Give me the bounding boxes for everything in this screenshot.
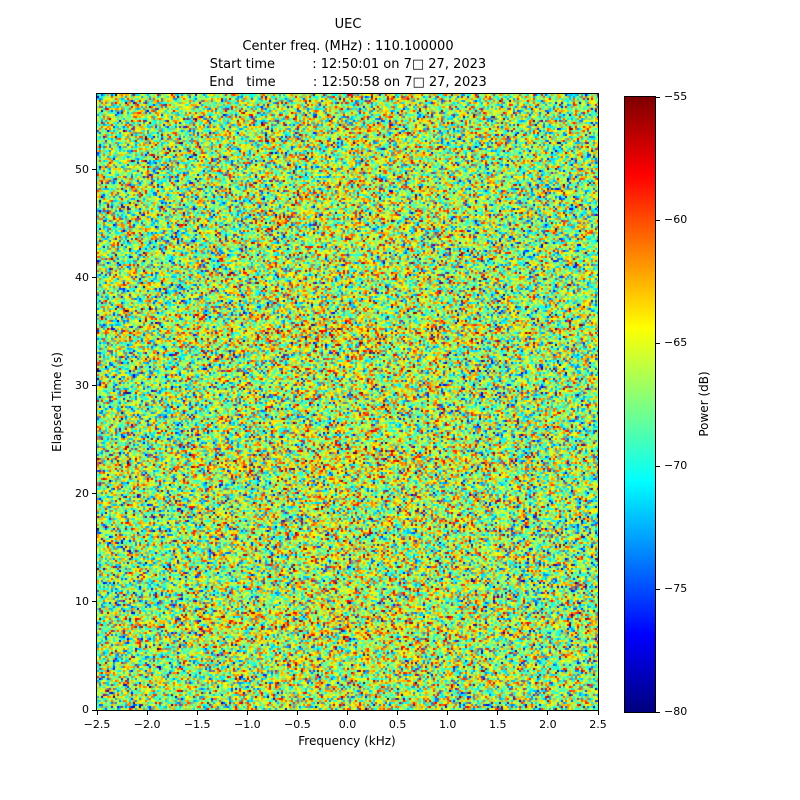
y-tick-label: 0 <box>82 703 89 716</box>
y-tick-label: 50 <box>75 162 89 176</box>
x-tick-label: 1.0 <box>438 718 457 731</box>
x-tick-mark <box>146 711 148 715</box>
y-tick-mark <box>92 601 96 603</box>
y-tick-label: 30 <box>75 378 89 392</box>
colorbar-tick-mark <box>656 588 660 590</box>
x-tick-label: 0.0 <box>338 718 357 731</box>
x-tick-mark <box>246 711 248 715</box>
y-axis-label: Elapsed Time (s) <box>50 352 64 452</box>
y-tick-mark <box>92 709 96 711</box>
x-tick-mark <box>296 711 298 715</box>
x-tick-label: −2.0 <box>133 718 161 731</box>
spectrogram-heatmap <box>96 93 599 711</box>
colorbar-tick-label: −70 <box>664 459 688 472</box>
colorbar-tick-mark <box>656 342 660 344</box>
y-tick-mark <box>92 493 96 495</box>
x-tick-label: 0.5 <box>388 718 407 731</box>
start-time-line: Start time : 12:50:01 on 7□ 27, 2023 <box>209 57 487 72</box>
colorbar-tick-label: −60 <box>664 213 688 226</box>
x-tick-label: 2.0 <box>539 718 557 731</box>
colorbar-tick-mark <box>656 96 660 98</box>
colorbar-tick-label: −80 <box>664 705 688 718</box>
x-axis-label: Frequency (kHz) <box>298 734 396 748</box>
colorbar-tick-label: −65 <box>664 336 688 349</box>
y-tick-label: 40 <box>75 270 89 284</box>
x-tick-mark <box>196 711 198 715</box>
x-tick-mark <box>547 711 549 715</box>
colorbar-tick-label: −55 <box>664 90 688 103</box>
colorbar-label: Power (dB) <box>697 371 711 437</box>
colorbar-tick-mark <box>656 465 660 467</box>
x-tick-mark <box>347 711 348 715</box>
colorbar-gradient <box>624 96 656 713</box>
y-tick-mark <box>92 277 96 279</box>
colorbar-tick-mark <box>656 219 660 221</box>
x-tick-mark <box>497 711 499 715</box>
x-tick-label: −1.5 <box>183 718 211 731</box>
x-tick-label: 2.5 <box>589 718 607 731</box>
chart-title: UEC <box>334 17 362 32</box>
x-tick-label: 1.5 <box>489 718 507 731</box>
y-tick-mark <box>92 169 96 171</box>
x-tick-mark <box>447 711 449 715</box>
colorbar-tick-mark <box>656 711 660 713</box>
x-tick-label: −0.5 <box>284 718 311 731</box>
end-time-line: End time : 12:50:58 on 7□ 27, 2023 <box>209 75 487 90</box>
x-tick-mark <box>96 711 98 715</box>
x-tick-mark <box>397 711 399 715</box>
colorbar-tick-label: −75 <box>664 582 688 595</box>
x-tick-label: −2.5 <box>83 718 111 731</box>
x-tick-label: −1.0 <box>233 718 261 731</box>
y-tick-label: 20 <box>75 486 89 500</box>
y-tick-label: 10 <box>75 594 89 608</box>
y-tick-mark <box>92 385 96 387</box>
center-freq-line: Center freq. (MHz) : 110.100000 <box>242 39 454 54</box>
x-tick-mark <box>597 711 599 715</box>
